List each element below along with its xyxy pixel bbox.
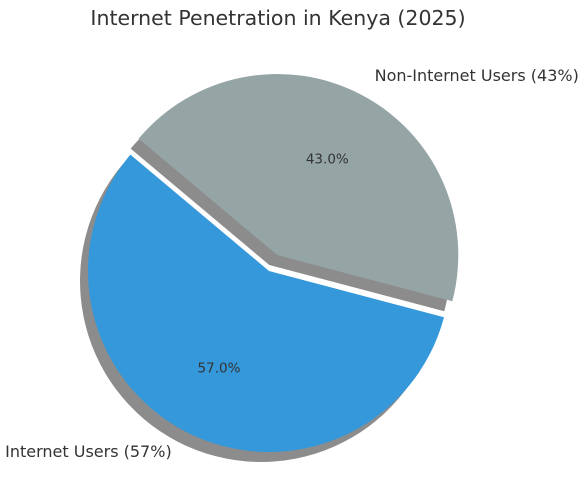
chart-title: Internet Penetration in Kenya (2025) [90, 6, 465, 30]
slice-layer [88, 74, 459, 453]
pie-slice-non-internet-users-43 [138, 74, 459, 302]
slice-label-non-internet-users-43: Non-Internet Users (43%) [375, 66, 579, 85]
pie-slice-internet-users-57 [88, 154, 444, 453]
label-layer: 57.0% Internet Users (57%) 43.0% Non-Intern… [5, 66, 579, 461]
pct-label-internet-users-57: 57.0% [198, 360, 241, 376]
slice-label-internet-users-57: Internet Users (57%) [5, 442, 172, 461]
pct-label-non-internet-users-43: 43.0% [306, 152, 349, 168]
